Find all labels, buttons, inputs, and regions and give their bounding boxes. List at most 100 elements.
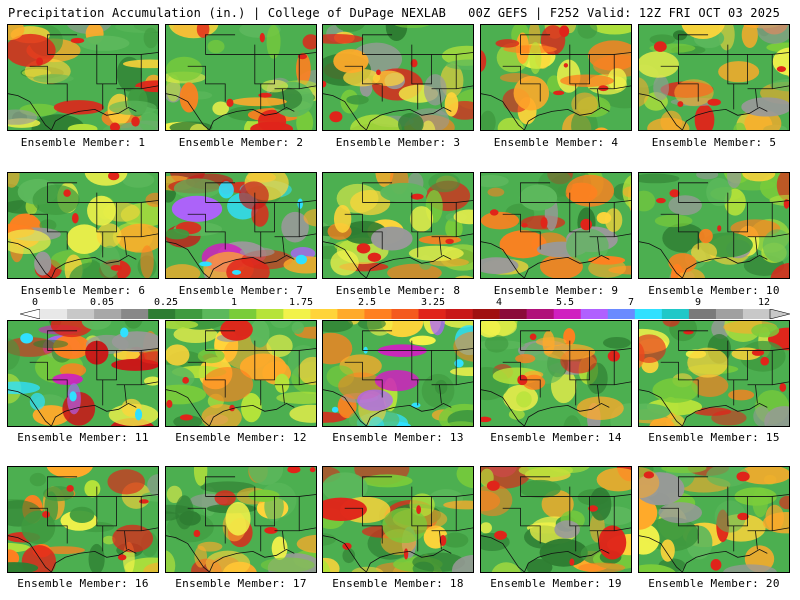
colorbar-swatch bbox=[661, 309, 690, 319]
colorbar-swatch bbox=[175, 309, 203, 319]
product-title: Precipitation Accumulation (in.) | Colle… bbox=[8, 6, 447, 20]
ensemble-member-label: Ensemble Member: 8 bbox=[335, 284, 461, 297]
colorbar-swatch bbox=[67, 309, 95, 319]
colorbar-swatch bbox=[40, 309, 68, 319]
ensemble-map-panel bbox=[7, 320, 159, 427]
colorbar-swatch bbox=[391, 309, 419, 319]
colorbar-swatch bbox=[742, 309, 771, 319]
colorbar-swatch bbox=[445, 309, 473, 319]
ensemble-map-panel bbox=[7, 466, 159, 573]
ensemble-member-label: Ensemble Member: 4 bbox=[493, 136, 619, 149]
ensemble-member-label: Ensemble Member: 12 bbox=[175, 431, 307, 444]
colorbar-right-arrow bbox=[769, 309, 790, 319]
ensemble-map-panel bbox=[480, 172, 632, 279]
ensemble-member-label: Ensemble Member: 2 bbox=[178, 136, 304, 149]
ensemble-member-label: Ensemble Member: 3 bbox=[335, 136, 461, 149]
colorbar-tick-label: 12 bbox=[757, 297, 771, 308]
ensemble-member-label: Ensemble Member: 15 bbox=[648, 431, 780, 444]
precip-map bbox=[639, 173, 789, 278]
colorbar-swatch bbox=[688, 309, 717, 319]
colorbar-swatch bbox=[364, 309, 392, 319]
precip-colorbar bbox=[20, 309, 790, 319]
ensemble-map-panel bbox=[638, 320, 790, 427]
colorbar-tick-label: 1.75 bbox=[288, 297, 314, 308]
ensemble-member-label: Ensemble Member: 14 bbox=[490, 431, 622, 444]
ensemble-map-panel bbox=[322, 320, 474, 427]
ensemble-member-label: Ensemble Member: 6 bbox=[20, 284, 146, 297]
colorbar-swatch bbox=[526, 309, 555, 319]
colorbar-swatch bbox=[121, 309, 149, 319]
colorbar-swatch bbox=[418, 309, 446, 319]
precip-map bbox=[323, 321, 473, 426]
precip-map bbox=[8, 321, 158, 426]
colorbar-tick-label: 3.25 bbox=[420, 297, 446, 308]
colorbar-tick-label: 2.5 bbox=[357, 297, 377, 308]
ensemble-map-panel bbox=[322, 466, 474, 573]
ensemble-map-panel bbox=[165, 466, 317, 573]
ensemble-map-panel bbox=[638, 172, 790, 279]
precip-map bbox=[166, 25, 316, 130]
ensemble-map-panel bbox=[7, 172, 159, 279]
colorbar-swatch bbox=[715, 309, 744, 319]
colorbar-swatch bbox=[553, 309, 582, 319]
precip-map bbox=[323, 173, 473, 278]
colorbar-swatch bbox=[472, 309, 500, 319]
precip-map bbox=[8, 173, 158, 278]
precip-map bbox=[8, 25, 158, 130]
ensemble-map-panel bbox=[165, 320, 317, 427]
precip-map bbox=[481, 25, 631, 130]
ensemble-member-label: Ensemble Member: 10 bbox=[648, 284, 780, 297]
precip-map bbox=[481, 321, 631, 426]
ensemble-member-label: Ensemble Member: 5 bbox=[651, 136, 777, 149]
colorbar-swatch bbox=[499, 309, 527, 319]
ensemble-map-panel bbox=[322, 24, 474, 131]
ensemble-member-label: Ensemble Member: 20 bbox=[648, 577, 780, 590]
precip-map bbox=[639, 25, 789, 130]
colorbar-swatch bbox=[607, 309, 636, 319]
precip-map bbox=[323, 467, 473, 572]
ensemble-map-panel bbox=[322, 172, 474, 279]
colorbar-swatch bbox=[256, 309, 284, 319]
colorbar-tick-label: 0.05 bbox=[89, 297, 115, 308]
ensemble-map-panel bbox=[638, 24, 790, 131]
colorbar-swatch bbox=[148, 309, 176, 319]
ensemble-member-label: Ensemble Member: 9 bbox=[493, 284, 619, 297]
precip-map bbox=[481, 173, 631, 278]
colorbar-tick-label: 9 bbox=[694, 297, 702, 308]
colorbar-swatch bbox=[229, 309, 257, 319]
ensemble-map-panel bbox=[480, 24, 632, 131]
ensemble-member-label: Ensemble Member: 18 bbox=[332, 577, 464, 590]
colorbar-swatch bbox=[94, 309, 122, 319]
ensemble-map-panel bbox=[165, 24, 317, 131]
colorbar-tick-label: 1 bbox=[230, 297, 238, 308]
ensemble-map-panel bbox=[480, 466, 632, 573]
precip-map bbox=[166, 173, 316, 278]
ensemble-member-label: Ensemble Member: 19 bbox=[490, 577, 622, 590]
precip-map bbox=[639, 321, 789, 426]
colorbar-swatch bbox=[580, 309, 609, 319]
colorbar-tick-label: 7 bbox=[627, 297, 635, 308]
ensemble-member-label: Ensemble Member: 11 bbox=[17, 431, 149, 444]
precip-map bbox=[166, 321, 316, 426]
colorbar-tick-label: 0 bbox=[31, 297, 39, 308]
ensemble-map-panel bbox=[7, 24, 159, 131]
precip-map bbox=[8, 467, 158, 572]
ensemble-member-label: Ensemble Member: 1 bbox=[20, 136, 146, 149]
colorbar-swatch bbox=[310, 309, 338, 319]
colorbar-left-arrow bbox=[20, 309, 41, 319]
colorbar-swatch bbox=[202, 309, 230, 319]
ensemble-member-label: Ensemble Member: 7 bbox=[178, 284, 304, 297]
colorbar-swatch bbox=[283, 309, 311, 319]
ensemble-member-label: Ensemble Member: 16 bbox=[17, 577, 149, 590]
ensemble-member-label: Ensemble Member: 13 bbox=[332, 431, 464, 444]
precip-map bbox=[323, 25, 473, 130]
model-valid-time: 00Z GEFS | F252 Valid: 12Z FRI OCT 03 20… bbox=[468, 6, 780, 20]
ensemble-map-panel bbox=[165, 172, 317, 279]
precip-map bbox=[166, 467, 316, 572]
colorbar-swatch bbox=[634, 309, 663, 319]
ensemble-map-panel bbox=[638, 466, 790, 573]
precip-map bbox=[481, 467, 631, 572]
colorbar-swatch bbox=[337, 309, 365, 319]
ensemble-member-label: Ensemble Member: 17 bbox=[175, 577, 307, 590]
colorbar-tick-label: 0.25 bbox=[153, 297, 179, 308]
